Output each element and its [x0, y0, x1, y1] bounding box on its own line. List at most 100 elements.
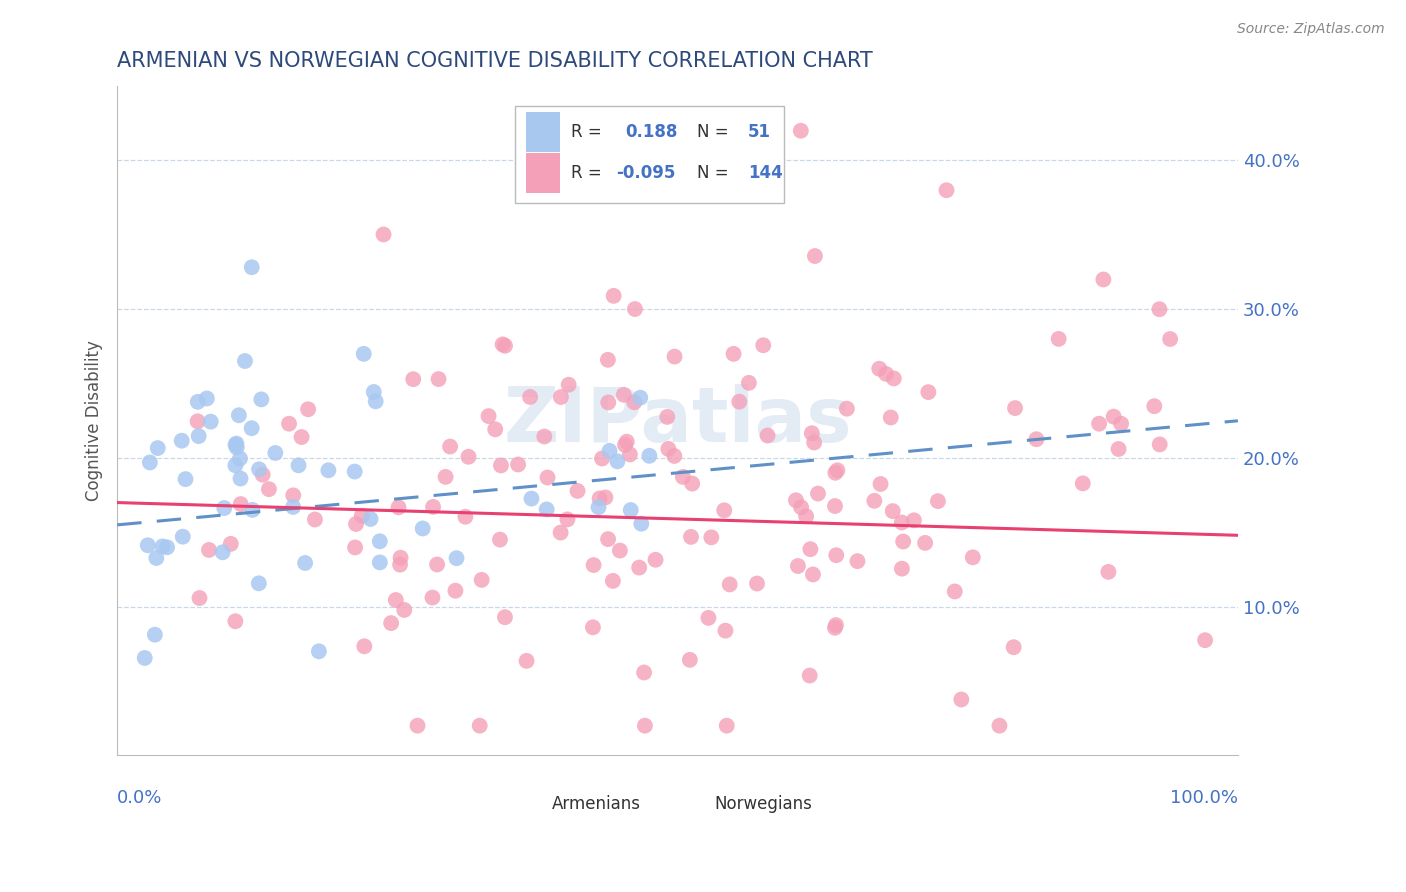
Norwegians [728, 394, 751, 409]
Norwegians [1159, 332, 1181, 346]
Armenians [195, 392, 218, 406]
Norwegians [988, 719, 1011, 733]
Norwegians [804, 249, 827, 263]
Norwegians [835, 401, 858, 416]
Norwegians [681, 476, 703, 491]
Norwegians [903, 513, 925, 527]
Armenians [240, 260, 263, 275]
Norwegians [794, 509, 817, 524]
Norwegians [224, 614, 246, 628]
Norwegians [890, 516, 912, 530]
Norwegians [468, 719, 491, 733]
Armenians [638, 449, 661, 463]
Norwegians [799, 542, 821, 557]
Norwegians [444, 583, 467, 598]
Norwegians [489, 458, 512, 473]
Norwegians [880, 410, 903, 425]
FancyBboxPatch shape [526, 112, 560, 152]
Armenians [136, 538, 159, 552]
Armenians [225, 436, 247, 450]
Text: 100.0%: 100.0% [1170, 789, 1237, 807]
Norwegians [624, 301, 647, 316]
Armenians [212, 501, 235, 516]
Armenians [287, 458, 309, 473]
Norwegians [664, 449, 686, 463]
Norwegians [664, 350, 686, 364]
Norwegians [439, 440, 461, 454]
Norwegians [350, 508, 373, 523]
Armenians [318, 463, 340, 477]
Armenians [211, 545, 233, 559]
Norwegians [596, 352, 619, 367]
Norwegians [353, 640, 375, 654]
Norwegians [1097, 565, 1119, 579]
Norwegians [927, 494, 949, 508]
Text: 51: 51 [748, 123, 770, 141]
Norwegians [609, 543, 631, 558]
Armenians [156, 541, 179, 555]
Norwegians [187, 414, 209, 428]
Norwegians [484, 422, 506, 436]
Armenians [630, 516, 652, 531]
Armenians [343, 465, 366, 479]
Norwegians [801, 567, 824, 582]
Armenians [294, 556, 316, 570]
Norwegians [672, 470, 695, 484]
Norwegians [716, 719, 738, 733]
Norwegians [385, 593, 408, 607]
Armenians [228, 409, 250, 423]
Norwegians [519, 390, 541, 404]
Norwegians [614, 438, 637, 452]
Norwegians [252, 467, 274, 482]
Norwegians [283, 488, 305, 502]
Norwegians [550, 525, 572, 540]
Armenians [353, 347, 375, 361]
Armenians [174, 472, 197, 486]
Armenians [606, 454, 628, 468]
Norwegians [800, 426, 823, 441]
Norwegians [718, 577, 741, 591]
Norwegians [595, 491, 617, 505]
Norwegians [602, 289, 624, 303]
Norwegians [790, 124, 813, 138]
Norwegians [846, 554, 869, 568]
Norwegians [290, 430, 312, 444]
Y-axis label: Cognitive Disability: Cognitive Disability [86, 341, 103, 501]
Norwegians [582, 558, 605, 572]
Armenians [247, 462, 270, 476]
Norwegians [380, 616, 402, 631]
Norwegians [616, 434, 638, 449]
Norwegians [679, 653, 702, 667]
Norwegians [752, 338, 775, 352]
Norwegians [1108, 442, 1130, 456]
Norwegians [868, 361, 890, 376]
Norwegians [257, 482, 280, 496]
Norwegians [1071, 476, 1094, 491]
Norwegians [623, 395, 645, 409]
Norwegians [489, 533, 512, 547]
Armenians [143, 628, 166, 642]
Norwegians [869, 477, 891, 491]
Armenians [368, 534, 391, 549]
Norwegians [756, 428, 779, 442]
Armenians [187, 394, 209, 409]
Norwegians [198, 543, 221, 558]
Armenians [412, 521, 434, 535]
Norwegians [344, 516, 367, 531]
Armenians [599, 443, 621, 458]
Norwegians [613, 388, 636, 402]
Norwegians [883, 371, 905, 385]
Armenians [229, 451, 252, 466]
Armenians [233, 354, 256, 368]
Norwegians [598, 395, 620, 409]
Text: R =: R = [571, 123, 602, 141]
Armenians [229, 471, 252, 485]
Norwegians [1149, 302, 1171, 317]
Text: N =: N = [696, 164, 728, 182]
Armenians [588, 500, 610, 515]
FancyBboxPatch shape [526, 153, 560, 193]
Armenians [628, 391, 651, 405]
Norwegians [567, 483, 589, 498]
Norwegians [477, 409, 499, 423]
Norwegians [787, 559, 810, 574]
